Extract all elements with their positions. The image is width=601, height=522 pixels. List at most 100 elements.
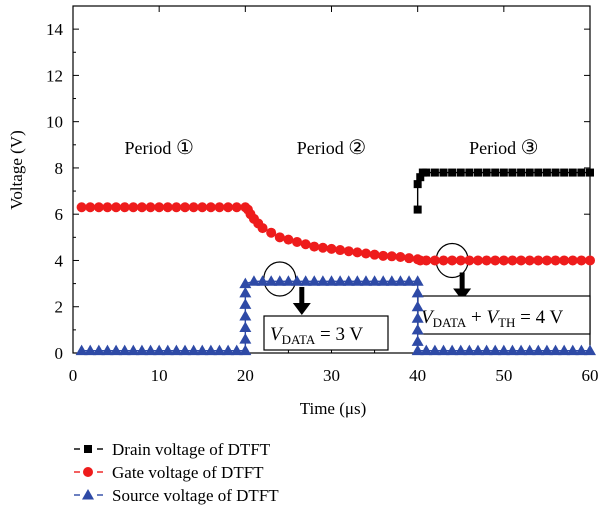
data-point xyxy=(128,202,139,213)
data-point xyxy=(498,255,509,266)
y-tick-label: 6 xyxy=(55,205,64,224)
data-point xyxy=(446,344,459,356)
data-point xyxy=(386,251,397,262)
y-tick-label: 10 xyxy=(46,113,63,132)
data-point xyxy=(497,344,510,356)
data-point xyxy=(421,255,432,266)
x-tick-label: 10 xyxy=(151,366,168,385)
x-tick-label: 30 xyxy=(323,366,340,385)
data-point xyxy=(411,312,424,323)
legend-label: Drain voltage of DTFT xyxy=(112,440,271,459)
legend-marker xyxy=(82,489,94,500)
data-point xyxy=(403,275,416,286)
period-label: Period ② xyxy=(297,135,366,159)
data-point xyxy=(508,168,517,177)
data-point xyxy=(448,168,457,177)
data-point xyxy=(455,255,466,266)
data-point xyxy=(84,344,97,356)
data-point xyxy=(482,168,491,177)
data-point xyxy=(179,344,192,356)
data-point xyxy=(439,168,448,177)
data-point xyxy=(223,202,234,213)
period-word: Period xyxy=(297,138,344,158)
data-point xyxy=(551,168,560,177)
data-point xyxy=(429,255,440,266)
period-number: ① xyxy=(176,135,194,159)
x-tick-label: 20 xyxy=(237,366,254,385)
data-point xyxy=(351,275,364,286)
v-data-v: V xyxy=(421,307,435,328)
data-point xyxy=(465,168,474,177)
data-point xyxy=(239,309,252,321)
period-word: Period xyxy=(469,138,516,158)
data-point xyxy=(118,344,131,356)
data-point xyxy=(566,344,579,356)
data-point xyxy=(394,275,407,286)
data-point xyxy=(517,168,526,177)
data-point xyxy=(204,344,217,356)
v-th-v: V xyxy=(486,307,500,328)
vdata-rest: = 3 V xyxy=(315,324,363,345)
data-point xyxy=(239,321,252,333)
data-point xyxy=(558,344,571,356)
vdata-vth-label: VDATA + VTH = 4 V xyxy=(421,307,564,330)
data-point xyxy=(447,255,458,266)
data-point xyxy=(395,251,406,262)
data-point xyxy=(102,202,113,213)
data-point xyxy=(110,344,123,356)
data-point xyxy=(145,202,156,213)
data-point xyxy=(222,344,235,356)
data-point xyxy=(196,344,209,356)
legend-item: Drain voltage of DTFT xyxy=(74,440,271,459)
data-point xyxy=(257,223,268,234)
data-point xyxy=(274,232,285,243)
data-point xyxy=(404,253,415,264)
legend-marker xyxy=(83,467,93,477)
data-point xyxy=(326,243,337,254)
y-tick-label: 4 xyxy=(55,251,64,270)
data-point xyxy=(428,344,441,356)
data-point xyxy=(85,202,96,213)
data-point xyxy=(506,344,519,356)
data-point xyxy=(378,250,389,261)
data-point xyxy=(377,275,390,286)
data-point xyxy=(524,255,535,266)
data-point xyxy=(523,344,536,356)
data-point xyxy=(171,202,182,213)
data-point xyxy=(525,168,534,177)
data-point xyxy=(540,344,553,356)
data-point xyxy=(153,344,166,356)
x-tick-label: 40 xyxy=(409,366,426,385)
data-point xyxy=(542,168,551,177)
data-point xyxy=(316,275,329,286)
data-point xyxy=(471,344,484,356)
data-point xyxy=(422,168,431,177)
vdata-label: VDATA = 3 V xyxy=(270,324,363,347)
data-point xyxy=(180,202,191,213)
data-point xyxy=(93,202,104,213)
data-point xyxy=(213,344,226,356)
x-axis-label: Time (μs) xyxy=(300,399,367,418)
data-point xyxy=(568,168,577,177)
data-point xyxy=(360,248,371,259)
data-point xyxy=(283,234,294,245)
data-point xyxy=(342,275,355,286)
data-point xyxy=(231,202,242,213)
data-point xyxy=(352,247,363,258)
data-point xyxy=(230,344,243,356)
data-point xyxy=(463,344,476,356)
legend: Drain voltage of DTFT Gate voltage of DTF… xyxy=(74,440,279,505)
data-point xyxy=(584,344,596,356)
data-point xyxy=(162,202,173,213)
data-point xyxy=(411,300,424,312)
data-point xyxy=(472,255,483,266)
data-point xyxy=(491,168,500,177)
data-point xyxy=(335,245,346,256)
legend-marker xyxy=(84,445,92,453)
data-point xyxy=(549,344,562,356)
data-point xyxy=(266,227,277,238)
vdata-vth-box xyxy=(417,295,591,335)
data-point xyxy=(541,255,552,266)
plus-sign: + xyxy=(466,307,486,328)
